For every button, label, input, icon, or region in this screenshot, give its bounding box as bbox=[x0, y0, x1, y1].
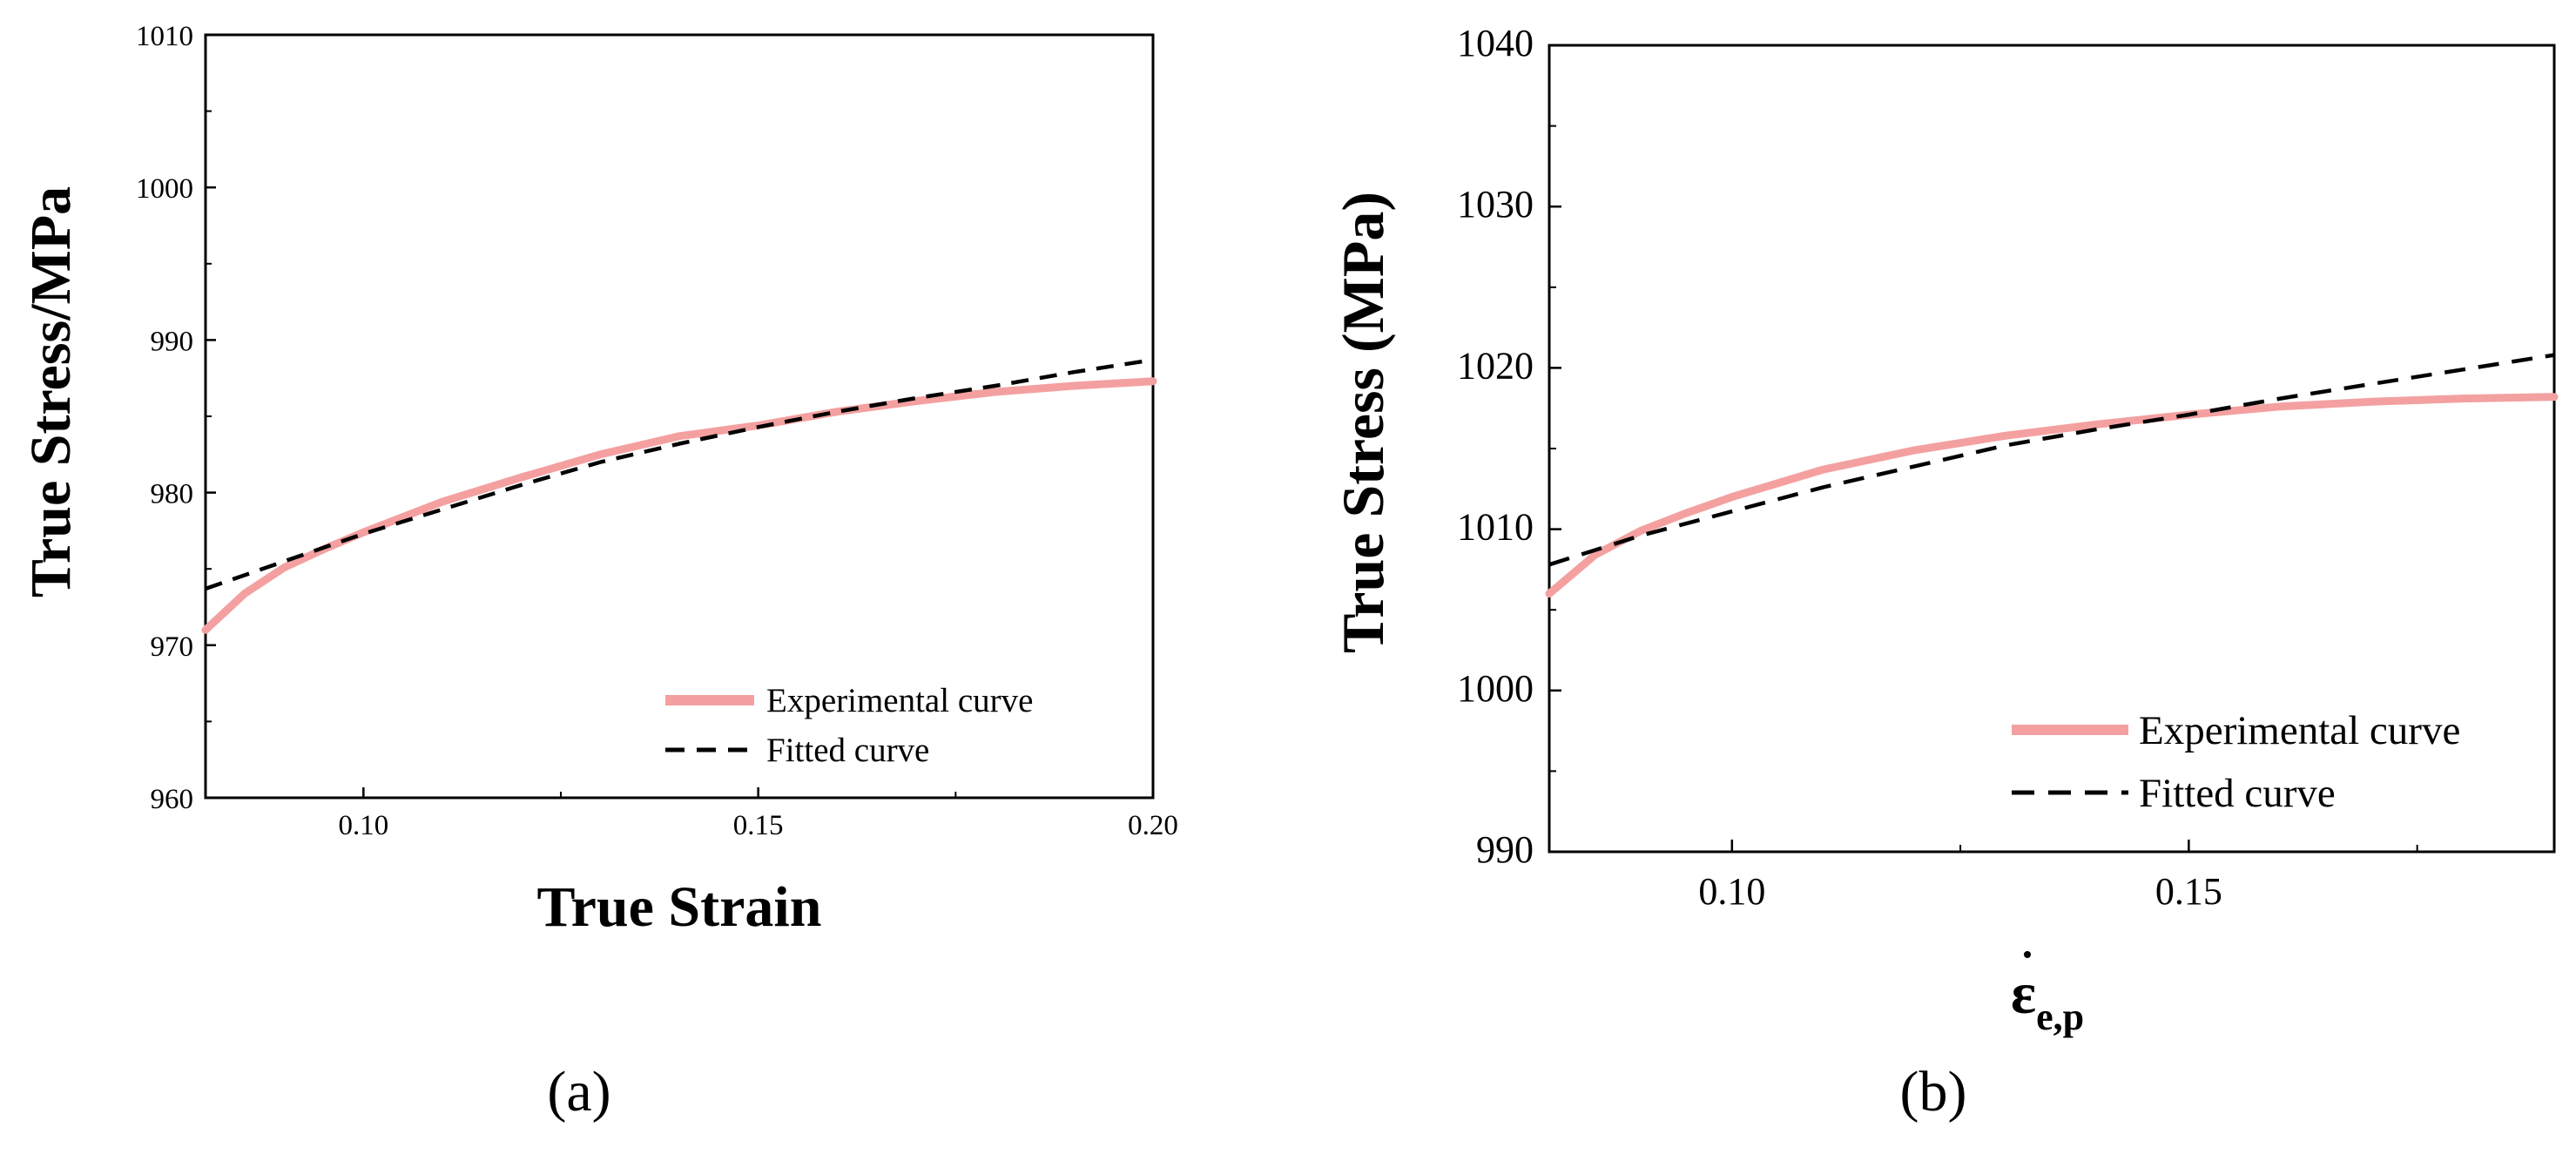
legend-label-experimental-b: Experimental curve bbox=[2139, 708, 2460, 753]
panel-label-a: (a) bbox=[547, 1060, 610, 1124]
y-tick-label: 1010 bbox=[136, 21, 193, 52]
y-tick-label: 970 bbox=[151, 631, 194, 663]
legend-b: Experimental curve Fitted curve bbox=[2012, 708, 2460, 816]
x-axis-title-b-subscript: e,p bbox=[2036, 995, 2084, 1038]
legend-label-experimental-a: Experimental curve bbox=[766, 682, 1033, 719]
y-ticks-a: 960 970 980 990 1000 1010 bbox=[136, 21, 216, 815]
y-tick-label: 1000 bbox=[1457, 667, 1534, 710]
x-axis-title-b-symbol: ε bbox=[2011, 960, 2036, 1026]
x-tick-label: 0.15 bbox=[2155, 870, 2222, 913]
x-tick-label: 0.10 bbox=[338, 810, 388, 841]
legend-label-fitted-b: Fitted curve bbox=[2139, 771, 2336, 816]
y-axis-title-a: True Stress/MPa bbox=[19, 186, 83, 597]
y-tick-label: 990 bbox=[1476, 828, 1534, 871]
y-ticks-b: 990 1000 1010 1020 1030 1040 bbox=[1457, 22, 1561, 871]
fitted-curve-line bbox=[1548, 353, 2555, 567]
chart-b: 990 1000 1010 1020 1030 1040 0.10 0.15 Experim… bbox=[1330, 22, 2559, 1124]
x-axis-title-a: True Strain bbox=[537, 875, 822, 939]
experimental-curve-line bbox=[1545, 393, 2559, 598]
x-tick-label: 0.15 bbox=[733, 810, 784, 841]
y-axis-title-b: True Stress (MPa) bbox=[1330, 192, 1396, 653]
y-tick-label: 990 bbox=[151, 326, 194, 357]
y-tick-label: 1020 bbox=[1457, 344, 1534, 387]
x-ticks-b: 0.10 0.15 bbox=[1698, 840, 2418, 913]
y-tick-label: 1000 bbox=[136, 173, 193, 205]
chart-a: 960 970 980 990 1000 1010 0.10 0.15 0.20 Experi… bbox=[19, 21, 1178, 1124]
y-tick-label: 1030 bbox=[1457, 183, 1534, 226]
x-ticks-a: 0.10 0.15 0.20 bbox=[338, 787, 1178, 841]
x-tick-label: 0.20 bbox=[1128, 810, 1178, 841]
x-tick-label: 0.10 bbox=[1698, 870, 1765, 913]
y-tick-label: 1040 bbox=[1457, 22, 1534, 64]
y-tick-label: 960 bbox=[151, 784, 194, 815]
series-b bbox=[1545, 353, 2559, 598]
series-a bbox=[201, 357, 1157, 634]
fitted-curve-line bbox=[205, 357, 1154, 591]
legend-a: Experimental curve Fitted curve bbox=[665, 682, 1033, 769]
panel-label-b: (b) bbox=[1900, 1060, 1967, 1124]
x-axis-title-b: εe,p bbox=[2011, 960, 2084, 1038]
legend-label-fitted-a: Fitted curve bbox=[766, 732, 929, 769]
y-tick-label: 980 bbox=[151, 479, 194, 510]
experimental-curve-line bbox=[201, 377, 1157, 634]
y-tick-label: 1010 bbox=[1457, 506, 1534, 549]
epsilon-dot bbox=[2024, 951, 2031, 958]
